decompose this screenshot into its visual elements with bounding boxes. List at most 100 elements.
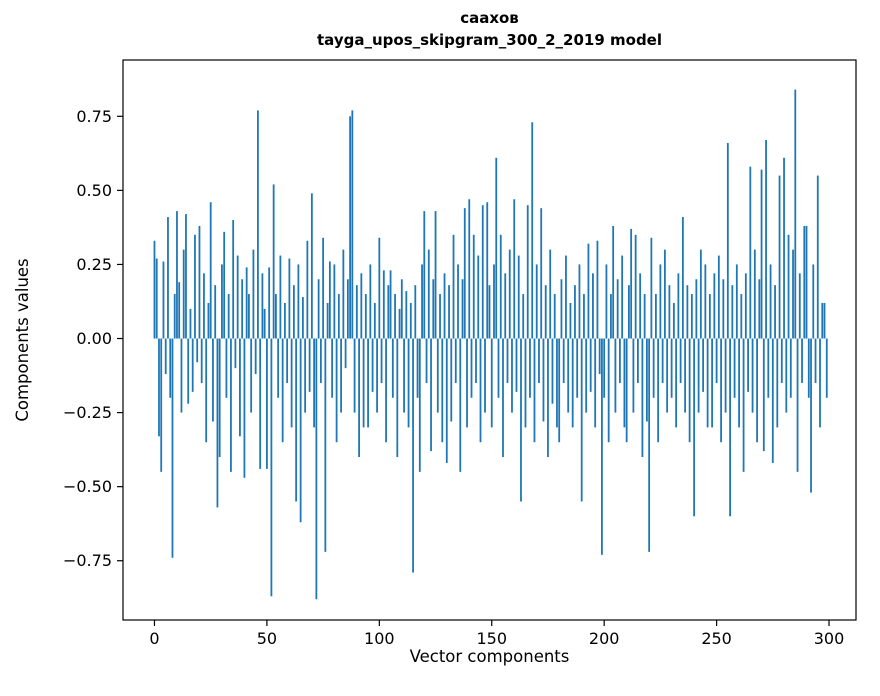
bar xyxy=(481,205,484,339)
bar xyxy=(155,258,158,339)
bar xyxy=(769,264,772,339)
bar xyxy=(810,338,812,493)
bar xyxy=(398,308,401,339)
bar xyxy=(277,338,280,398)
bar xyxy=(232,220,235,339)
bar xyxy=(565,255,567,339)
bar xyxy=(207,302,210,339)
bar xyxy=(558,338,561,443)
bar xyxy=(349,116,351,339)
bar xyxy=(677,273,680,339)
bar xyxy=(749,166,752,339)
bar xyxy=(301,297,304,339)
bar xyxy=(268,267,271,339)
bar xyxy=(355,285,358,339)
bar xyxy=(472,234,475,339)
x-tick-label: 50 xyxy=(257,629,277,648)
bar xyxy=(335,338,338,443)
x-tick-label: 150 xyxy=(476,629,507,648)
bar xyxy=(353,338,356,413)
bar xyxy=(346,279,349,339)
bar xyxy=(708,294,711,339)
bar xyxy=(463,208,466,339)
bar xyxy=(538,338,540,383)
bar xyxy=(351,110,354,339)
bar xyxy=(313,338,316,428)
bar xyxy=(549,249,552,339)
bar xyxy=(607,338,610,443)
bar xyxy=(326,302,329,339)
bar xyxy=(218,338,221,458)
bar xyxy=(160,338,163,472)
bar xyxy=(443,273,446,339)
y-tick-label: −0.50 xyxy=(63,477,112,496)
bar xyxy=(740,294,743,339)
bar xyxy=(317,279,320,339)
bar xyxy=(522,294,525,339)
bar xyxy=(209,202,212,339)
bar xyxy=(583,294,585,339)
bar xyxy=(531,122,534,339)
bar xyxy=(198,225,201,339)
bar xyxy=(711,338,713,428)
bar xyxy=(650,237,653,339)
bar xyxy=(322,237,325,339)
bar xyxy=(328,261,331,339)
bar xyxy=(270,338,273,597)
bar xyxy=(245,267,248,339)
y-tick-label: 0.50 xyxy=(76,181,112,200)
bar xyxy=(702,338,704,392)
bar xyxy=(508,249,511,339)
x-tick-label: 100 xyxy=(364,629,395,648)
bar xyxy=(666,338,669,413)
bar xyxy=(445,338,448,463)
bar xyxy=(603,338,606,398)
bar xyxy=(542,338,545,422)
bar xyxy=(263,308,266,339)
bar xyxy=(515,338,518,392)
bar xyxy=(652,338,655,398)
bar xyxy=(778,175,781,339)
bar xyxy=(744,273,747,339)
bar xyxy=(672,302,675,339)
bar xyxy=(733,338,736,398)
bar xyxy=(333,264,336,339)
bar xyxy=(203,273,205,339)
bar xyxy=(297,264,300,339)
bar xyxy=(623,338,626,428)
bar xyxy=(825,338,828,398)
bar xyxy=(639,273,642,339)
bar xyxy=(540,208,543,339)
bar xyxy=(576,338,579,398)
bar xyxy=(787,234,790,339)
bar xyxy=(387,285,390,339)
bar xyxy=(780,338,783,383)
bar xyxy=(394,294,396,339)
y-axis-label: Components values xyxy=(13,258,32,421)
bar xyxy=(191,338,194,392)
bar xyxy=(216,338,219,508)
bar xyxy=(416,338,419,398)
bar xyxy=(236,255,239,339)
y-tick-label: 0.25 xyxy=(76,255,112,274)
bar xyxy=(722,279,725,339)
bar xyxy=(448,285,450,339)
bar xyxy=(803,225,806,339)
bar xyxy=(180,338,183,413)
bar xyxy=(596,240,599,339)
bar xyxy=(409,302,412,339)
bar xyxy=(697,338,700,413)
bar xyxy=(497,338,500,398)
x-tick-label: 0 xyxy=(149,629,159,648)
bar xyxy=(544,285,547,339)
bar xyxy=(625,338,628,443)
bar xyxy=(315,338,318,600)
bar xyxy=(654,294,657,339)
bar xyxy=(628,285,630,339)
y-tick-label: 0.75 xyxy=(76,107,112,126)
bar xyxy=(758,279,761,339)
bar xyxy=(495,157,498,339)
bar xyxy=(502,338,504,458)
bar xyxy=(225,338,228,398)
bar xyxy=(587,243,590,339)
